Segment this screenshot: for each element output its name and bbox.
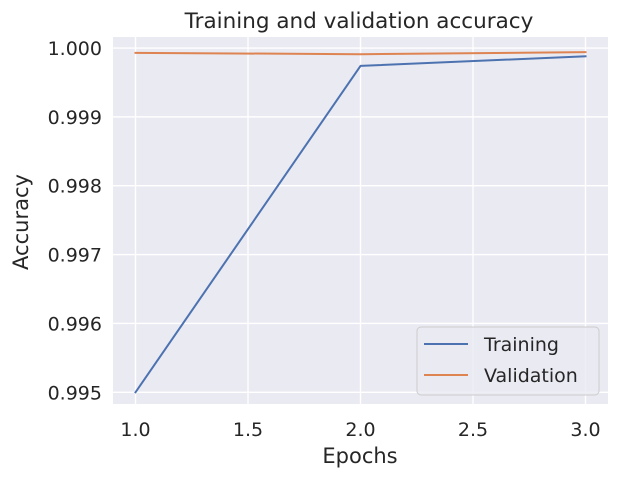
x-tick-label: 2.5 xyxy=(458,419,488,441)
grid xyxy=(113,37,608,404)
y-tick-label: 0.997 xyxy=(48,245,102,267)
x-tick-label: 2.0 xyxy=(345,419,375,441)
y-tick-label: 0.998 xyxy=(48,176,102,198)
y-axis-title: Accuracy xyxy=(9,174,33,270)
y-tick-label: 0.995 xyxy=(48,382,102,404)
y-tick-label: 0.996 xyxy=(48,313,102,335)
series-line-validation xyxy=(134,51,587,56)
series-line-training xyxy=(134,55,587,394)
series-lines xyxy=(134,51,587,394)
legend-label-validation: Validation xyxy=(484,365,578,387)
x-tick-label: 1.5 xyxy=(233,419,263,441)
legend-label-training: Training xyxy=(483,334,559,356)
chart-title: Training and validation accuracy xyxy=(184,9,534,34)
y-tick-label: 1.000 xyxy=(48,38,102,60)
legend: Training Validation xyxy=(416,326,600,396)
x-tick-labels: 1.0 1.5 2.0 2.5 3.0 xyxy=(120,419,600,441)
y-tick-label: 0.999 xyxy=(48,107,102,129)
x-axis-title: Epochs xyxy=(322,444,397,468)
y-tick-labels: 0.995 0.996 0.997 0.998 0.999 1.000 xyxy=(48,38,102,404)
x-tick-label: 3.0 xyxy=(570,419,600,441)
x-tick-label: 1.0 xyxy=(120,419,150,441)
